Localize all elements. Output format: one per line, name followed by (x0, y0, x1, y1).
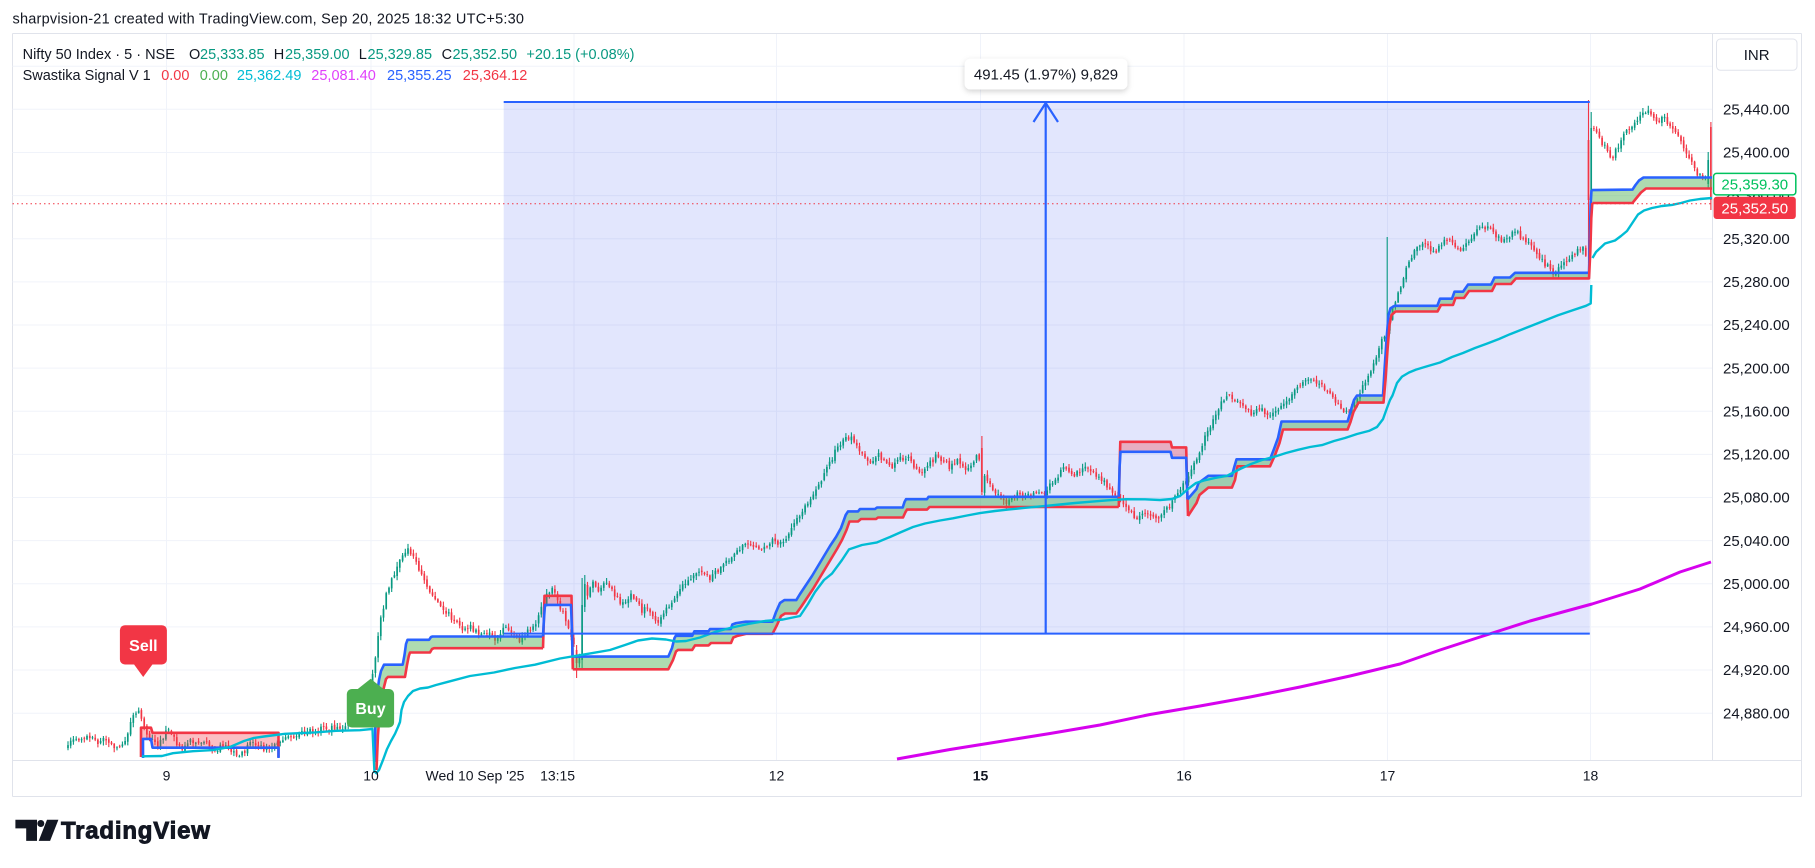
svg-text:10: 10 (363, 768, 379, 784)
svg-text:H: H (274, 47, 284, 63)
svg-text:Swastika Signal V 1: Swastika Signal V 1 (23, 68, 151, 84)
svg-text:sharpvision-21 created with Tr: sharpvision-21 created with TradingView.… (13, 12, 525, 28)
svg-text:25,120.00: 25,120.00 (1723, 447, 1790, 464)
svg-text:O: O (189, 47, 200, 63)
svg-text:25,352.50: 25,352.50 (1721, 201, 1788, 218)
svg-text:24,920.00: 24,920.00 (1723, 662, 1790, 679)
svg-text:25,355.25: 25,355.25 (387, 68, 452, 84)
svg-text:13:15: 13:15 (540, 768, 575, 784)
svg-text:12: 12 (769, 768, 785, 784)
svg-text:25,160.00: 25,160.00 (1723, 403, 1790, 420)
svg-text:25,333.85: 25,333.85 (200, 47, 265, 63)
svg-text:25,364.12: 25,364.12 (463, 68, 528, 84)
svg-text:25,200.00: 25,200.00 (1723, 360, 1790, 377)
svg-text:C: C (442, 47, 452, 63)
svg-text:25,000.00: 25,000.00 (1723, 576, 1790, 593)
svg-text:L: L (359, 47, 367, 63)
svg-text:25,240.00: 25,240.00 (1723, 317, 1790, 334)
svg-text:0.00: 0.00 (200, 68, 228, 84)
svg-text:Wed 10 Sep '25: Wed 10 Sep '25 (426, 768, 525, 784)
svg-text:25,280.00: 25,280.00 (1723, 274, 1790, 291)
svg-text:25,359.30: 25,359.30 (1721, 177, 1788, 194)
svg-text:0.00: 0.00 (161, 68, 189, 84)
svg-text:15: 15 (973, 768, 989, 784)
svg-text:491.45 (1.97%) 9,829: 491.45 (1.97%) 9,829 (974, 67, 1118, 84)
svg-text:25,362.49: 25,362.49 (237, 68, 302, 84)
svg-text:25,440.00: 25,440.00 (1723, 102, 1790, 119)
svg-text:TradingView: TradingView (61, 818, 211, 845)
svg-text:Sell: Sell (129, 638, 157, 655)
svg-text:25,400.00: 25,400.00 (1723, 145, 1790, 162)
svg-text:25,329.85: 25,329.85 (368, 47, 433, 63)
svg-text:16: 16 (1176, 768, 1192, 784)
svg-text:Nifty 50 Index · 5 · NSE: Nifty 50 Index · 5 · NSE (23, 47, 176, 63)
svg-text:INR: INR (1744, 47, 1770, 64)
svg-text:25,080.00: 25,080.00 (1723, 490, 1790, 507)
svg-text:25,352.50: 25,352.50 (453, 47, 518, 63)
svg-text:Buy: Buy (355, 701, 385, 718)
svg-text:25,040.00: 25,040.00 (1723, 533, 1790, 550)
svg-text:24,880.00: 24,880.00 (1723, 705, 1790, 722)
svg-text:25,359.00: 25,359.00 (285, 47, 350, 63)
svg-text:17: 17 (1380, 768, 1396, 784)
svg-text:25,320.00: 25,320.00 (1723, 231, 1790, 248)
svg-text:+20.15 (+0.08%): +20.15 (+0.08%) (526, 47, 634, 63)
svg-text:18: 18 (1583, 768, 1599, 784)
svg-text:25,081.40: 25,081.40 (311, 68, 376, 84)
svg-text:24,960.00: 24,960.00 (1723, 619, 1790, 636)
svg-text:9: 9 (163, 768, 171, 784)
